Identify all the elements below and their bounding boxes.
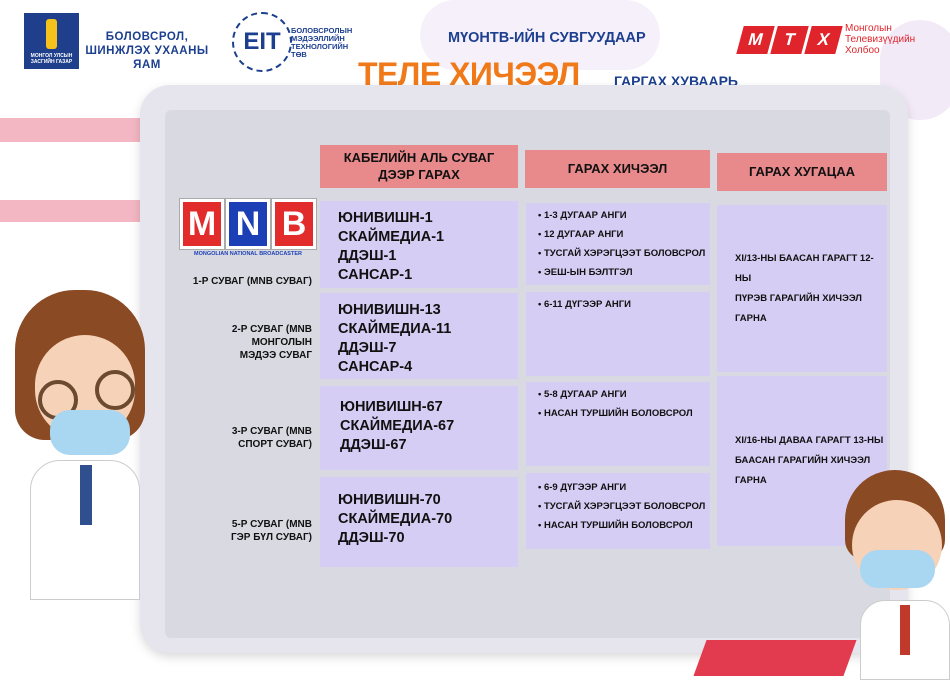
eit-line: БОЛОВСРОЛЫН [291, 26, 353, 35]
cable-item: САНСАР-4 [338, 359, 413, 375]
lesson-item: 6-9 ДҮГЭЭР АНГИ [538, 478, 710, 497]
subtitle: МҮОНТВ-ИЙН СУВГУУДААР [448, 30, 646, 46]
lesson-cell: 5-8 ДУГААР АНГИНАСАН ТУРШИЙН БОЛОВСРОЛ [526, 382, 710, 466]
channel-label: 3-Р СУВАГ (MNB СПОРТ СУВАГ) [231, 426, 312, 450]
ministry-line: ЯАМ [133, 59, 161, 71]
cable-item: ЮНИВИШН-67 [340, 399, 443, 415]
cable-item: СКАЙМЕДИА-70 [338, 511, 453, 527]
lesson-item: ТУСГАЙ ХЭРЭГЦЭЭТ БОЛОВСРОЛ [538, 497, 710, 516]
lesson-item: 1-3 ДУГААР АНГИ [538, 206, 710, 225]
eit-line: ТӨВ [291, 50, 307, 59]
header-lesson: ГАРАХ ХИЧЭЭЛ [525, 150, 710, 188]
mtx-logo: М Т Х [736, 26, 843, 54]
pink-ribbon [0, 118, 160, 142]
eit-name: БОЛОВСРОЛЫН МЭДЭЭЛЛИЙН ТЕХНОЛОГИЙН ТӨВ [291, 27, 352, 59]
cable-item: ДДЭШ-70 [338, 530, 405, 546]
cable-item: ЮНИВИШН-13 [338, 302, 441, 318]
lesson-cell: 1-3 ДУГААР АНГИ12 ДУГААР АНГИТУСГАЙ ХЭРЭ… [526, 203, 710, 285]
cable-item: ДДЭШ-7 [338, 340, 397, 356]
gov-logo-text: МОНГОЛ УЛСЫН ЗАСГИЙН ГАЗАР [30, 53, 73, 65]
mtx-name: Монголын Телевизүүдийн Холбоо [845, 23, 915, 56]
soyombo-icon [46, 19, 57, 49]
mtx-letter: Х [804, 26, 843, 54]
red-book [693, 640, 857, 676]
cable-cell: ЮНИВИШН-67 СКАЙМЕДИА-67 ДДЭШ-67 [320, 386, 518, 470]
lesson-item: ЭЕШ-ЫН БЭЛТГЭЛ [538, 263, 710, 282]
mtx-line: Монголын [845, 23, 892, 34]
eit-logo-text: EIT [243, 28, 281, 55]
mnb-tagline: MONGOLIAN NATIONAL BROADCASTER [194, 251, 302, 257]
lesson-item: 5-8 ДУГААР АНГИ [538, 385, 710, 404]
cable-item: ДДЭШ-1 [338, 248, 397, 264]
channel-label: 1-Р СУВАГ (MNB СУВАГ) [192, 276, 312, 287]
channel-label: 5-Р СУВАГ (MNB ГЭР БҮЛ СУВАГ) [230, 519, 312, 543]
mtx-line: Холбоо [845, 45, 880, 56]
header-time: ГАРАХ ХУГАЦАА [717, 153, 887, 191]
lesson-cell: 6-11 ДҮГЭЭР АНГИ [526, 292, 710, 376]
pink-ribbon [0, 200, 180, 222]
channel-label: 2-Р СУВАГ (MNB МОНГОЛЫН МЭДЭЭ СУВАГ [231, 324, 312, 361]
cable-item: СКАЙМЕДИА-67 [340, 418, 455, 434]
cable-item: СКАЙМЕДИА-11 [338, 321, 452, 337]
time-line: БААСАН ГАРАГИЙН ХИЧЭЭЛ ГАРНА [735, 455, 871, 486]
cable-item: ЮНИВИШН-1 [338, 210, 433, 226]
ministry-line: ШИНЖЛЭХ УХААНЫ [85, 45, 209, 57]
time-line: XI/16-НЫ ДАВАА ГАРАГТ 13-НЫ [735, 435, 884, 446]
time-line: ПҮРЭВ ГАРАГИЙН ХИЧЭЭЛ ГАРНА [735, 292, 862, 324]
lesson-item: ТУСГАЙ ХЭРЭГЦЭЭТ БОЛОВСРОЛ [538, 244, 710, 263]
eit-logo: EIT [232, 12, 292, 72]
cable-cell: ЮНИВИШН-13 СКАЙМЕДИА-11 ДДЭШ-7 САНСАР-4 [320, 293, 518, 379]
cable-cell: ЮНИВИШН-70 СКАЙМЕДИА-70 ДДЭШ-70 [320, 477, 518, 567]
lesson-item: НАСАН ТУРШИЙН БОЛОВСРОЛ [538, 404, 710, 423]
time-cell: XI/13-НЫ БААСАН ГАРАГТ 12-НЫ ПҮРЭВ ГАРАГИ… [717, 205, 887, 372]
cable-cell: ЮНИВИШН-1 СКАЙМЕДИА-1 ДДЭШ-1 САНСАР-1 [320, 201, 518, 288]
eit-line: ТЕХНОЛОГИЙН [291, 42, 349, 51]
background-shape [420, 0, 660, 70]
boy-character [830, 470, 950, 680]
mtx-line: Телевизүүдийн [845, 34, 916, 45]
mtx-letter: М [736, 26, 775, 54]
cable-item: ЮНИВИШН-70 [338, 492, 441, 508]
header-cable: КАБЕЛИЙН АЛЬ СУВАГ ДЭЭР ГАРАХ [320, 145, 518, 188]
mnb-logo: M N B [179, 198, 317, 250]
lesson-item: НАСАН ТУРШИЙН БОЛОВСРОЛ [538, 516, 710, 535]
ministry-name: БОЛОВСРОЛ, ШИНЖЛЭХ УХААНЫ ЯАМ [82, 30, 212, 72]
mtx-letter: Т [770, 26, 809, 54]
lesson-item: 12 ДУГААР АНГИ [538, 225, 710, 244]
cable-item: СКАЙМЕДИА-1 [338, 229, 445, 245]
time-cell: XI/16-НЫ ДАВАА ГАРАГТ 13-НЫ БААСАН ГАРАГИ… [717, 376, 887, 546]
eit-line: МЭДЭЭЛЛИЙН [291, 34, 345, 43]
ministry-line: БОЛОВСРОЛ, [105, 31, 189, 43]
cable-item: ДДЭШ-67 [340, 437, 407, 453]
lesson-item: 6-11 ДҮГЭЭР АНГИ [538, 295, 710, 314]
lesson-cell: 6-9 ДҮГЭЭР АНГИТУСГАЙ ХЭРЭГЦЭЭТ БОЛОВСРО… [526, 473, 710, 549]
girl-character [10, 290, 150, 620]
time-line: XI/13-НЫ БААСАН ГАРАГТ 12-НЫ [735, 252, 874, 284]
government-logo: МОНГОЛ УЛСЫН ЗАСГИЙН ГАЗАР [24, 13, 79, 69]
cable-item: САНСАР-1 [338, 267, 413, 283]
